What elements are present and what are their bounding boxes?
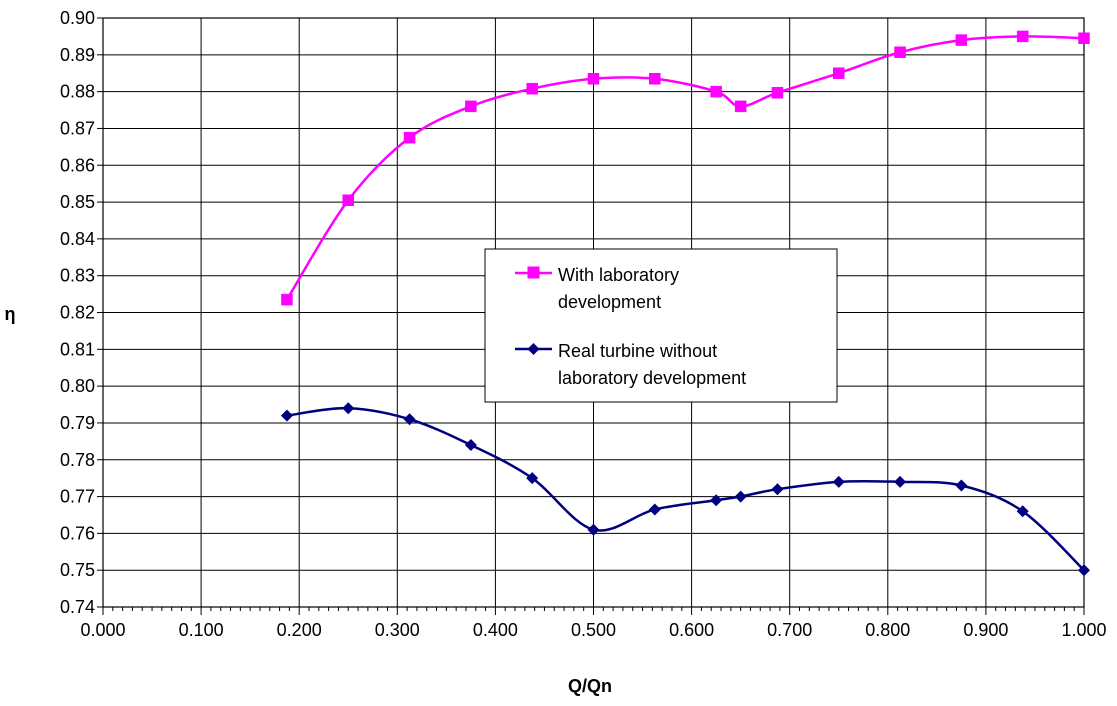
- data-point-diamond: [710, 494, 723, 507]
- y-tick-label: 0.86: [60, 155, 95, 175]
- data-point-square: [403, 131, 416, 144]
- legend-marker-lab: [527, 266, 540, 279]
- data-point-diamond: [1016, 505, 1029, 518]
- data-point-diamond: [587, 523, 600, 536]
- legend-marker-real: [527, 343, 540, 355]
- axes: [102, 17, 1085, 608]
- data-point-square: [771, 86, 784, 99]
- data-point-diamond: [771, 483, 784, 496]
- data-point-diamond: [403, 413, 416, 426]
- y-tick-label: 0.74: [60, 597, 95, 617]
- x-tick-label: 0.900: [963, 620, 1008, 640]
- y-axis-title: η: [5, 304, 16, 324]
- data-point-square: [526, 82, 538, 95]
- data-point-square: [465, 100, 477, 113]
- series-layer: [280, 30, 1090, 577]
- x-tick-label: 0.700: [767, 620, 812, 640]
- data-point-diamond: [894, 475, 907, 488]
- data-point-square: [281, 293, 293, 306]
- data-point-square: [1078, 32, 1090, 44]
- x-minor-ticks: [102, 607, 1085, 615]
- y-tick-label: 0.81: [60, 339, 95, 359]
- data-point-diamond: [832, 475, 845, 488]
- y-tick-label: 0.82: [60, 303, 95, 323]
- data-point-square: [342, 194, 354, 206]
- y-tick-label: 0.85: [60, 192, 95, 212]
- x-tick-labels: 0.000 0.100 0.200 0.300 0.400 0.500 0.600 0.700…: [80, 620, 1106, 640]
- data-point-square: [955, 34, 968, 46]
- y-tick-label: 0.75: [60, 560, 95, 580]
- x-tick-label: 0.200: [277, 620, 322, 640]
- x-tick-label: 0.100: [179, 620, 224, 640]
- legend: With laboratory development Real turbine…: [484, 248, 838, 403]
- x-tick-label: 1.000: [1061, 620, 1106, 640]
- data-point-square: [734, 100, 747, 113]
- data-point-diamond: [342, 402, 355, 415]
- y-tick-label: 0.87: [60, 118, 95, 138]
- x-tick-label: 0.600: [669, 620, 714, 640]
- data-point-square: [587, 72, 600, 85]
- y-tick-label: 0.78: [60, 450, 95, 470]
- y-tick-label: 0.83: [60, 266, 95, 286]
- legend-label-lab-line1: With laboratory: [558, 265, 679, 285]
- data-point-square: [894, 46, 906, 58]
- legend-box: [484, 248, 838, 403]
- series-line-2: [286, 406, 1085, 572]
- data-point-square: [710, 85, 722, 98]
- y-tick-label: 0.79: [60, 413, 95, 433]
- y-tick-label: 0.84: [60, 229, 95, 249]
- data-point-square: [1016, 30, 1029, 43]
- legend-label-lab-line2: development: [558, 292, 661, 312]
- data-point-diamond: [648, 503, 661, 516]
- x-tick-label: 0.800: [865, 620, 910, 640]
- y-tick-label: 0.88: [60, 82, 95, 102]
- y-tick-label: 0.77: [60, 487, 95, 507]
- data-point-diamond: [955, 479, 968, 492]
- x-axis-title: Q/Qn: [568, 676, 612, 696]
- plot-frame: [102, 17, 1085, 608]
- y-tick-label: 0.76: [60, 523, 95, 543]
- x-tick-label: 0.300: [375, 620, 420, 640]
- data-point-diamond: [464, 439, 477, 452]
- legend-label-real-line2: laboratory development: [558, 368, 746, 388]
- y-tick-label: 0.80: [60, 376, 95, 396]
- x-tick-label: 0.400: [473, 620, 518, 640]
- data-point-diamond: [526, 472, 539, 485]
- y-tick-label: 0.90: [60, 8, 95, 28]
- y-tick-labels: 0.74 0.75 0.76 0.77 0.78 0.79 0.80 0.81 0.82 0.83…: [60, 8, 95, 617]
- data-point-diamond: [1078, 564, 1090, 577]
- data-point-diamond: [734, 490, 747, 503]
- data-point-diamond: [280, 409, 293, 422]
- data-point-square: [833, 67, 845, 79]
- x-tick-label: 0.500: [571, 620, 616, 640]
- y-tick-label: 0.89: [60, 45, 95, 65]
- data-point-square: [649, 72, 661, 85]
- x-tick-label: 0.000: [80, 620, 125, 640]
- legend-label-real-line1: Real turbine without: [558, 341, 717, 361]
